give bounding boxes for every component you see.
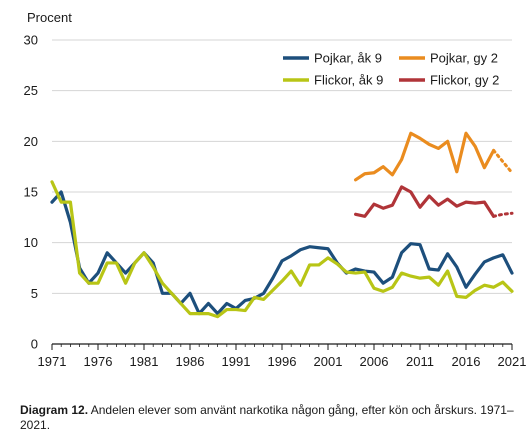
figure-caption: Diagram 12. Andelen elever som använt na… bbox=[20, 403, 520, 433]
series-projection-3 bbox=[492, 211, 514, 218]
y-tick-label: 15 bbox=[24, 185, 38, 200]
chart: Procent 0 5 10 15 20 25 30 1971 1976 1981 1986 1991… bbox=[24, 10, 527, 370]
series-line-3 bbox=[354, 185, 496, 218]
caption-text: Andelen elever som använt narkotika någo… bbox=[20, 403, 514, 432]
series-line-2 bbox=[354, 131, 496, 182]
series bbox=[50, 131, 514, 319]
x-tick-label: 1976 bbox=[84, 354, 113, 369]
x-tick-label: 1986 bbox=[176, 354, 205, 369]
axes: 0 5 10 15 20 25 30 1971 1976 1981 1986 1991 1996 2001… bbox=[24, 33, 527, 370]
legend-label: Pojkar, åk 9 bbox=[314, 51, 382, 66]
x-tick-label: 1981 bbox=[130, 354, 159, 369]
y-tick-label: 5 bbox=[31, 286, 38, 301]
legend-label: Flickor, gy 2 bbox=[430, 73, 499, 88]
y-tick-label: 10 bbox=[24, 235, 38, 250]
x-tick-label: 2001 bbox=[314, 354, 343, 369]
x-tick-label: 2011 bbox=[406, 354, 434, 369]
x-tick-label: 2006 bbox=[360, 354, 389, 369]
series-line-0 bbox=[50, 190, 514, 316]
x-tick-label: 1996 bbox=[268, 354, 297, 369]
caption-label: Diagram 12. bbox=[20, 403, 89, 417]
series-line-1 bbox=[50, 180, 514, 319]
x-tick-label: 1971 bbox=[38, 354, 67, 369]
y-axis-title: Procent bbox=[27, 10, 72, 25]
x-tick-label: 1991 bbox=[222, 354, 251, 369]
y-tick-label: 25 bbox=[24, 83, 38, 98]
y-tick-label: 0 bbox=[31, 337, 38, 352]
series-projection-2 bbox=[492, 148, 514, 175]
y-tick-label: 20 bbox=[24, 134, 38, 149]
legend-label: Pojkar, gy 2 bbox=[430, 51, 498, 66]
y-tick-label: 30 bbox=[24, 33, 38, 48]
x-tick-label: 2021 bbox=[498, 354, 527, 369]
x-tick-label: 2016 bbox=[452, 354, 481, 369]
legend-label: Flickor, åk 9 bbox=[314, 73, 383, 88]
grid bbox=[52, 39, 512, 294]
legend: Pojkar, åk 9 Pojkar, gy 2 Flickor, åk 9 Fli… bbox=[283, 51, 499, 88]
